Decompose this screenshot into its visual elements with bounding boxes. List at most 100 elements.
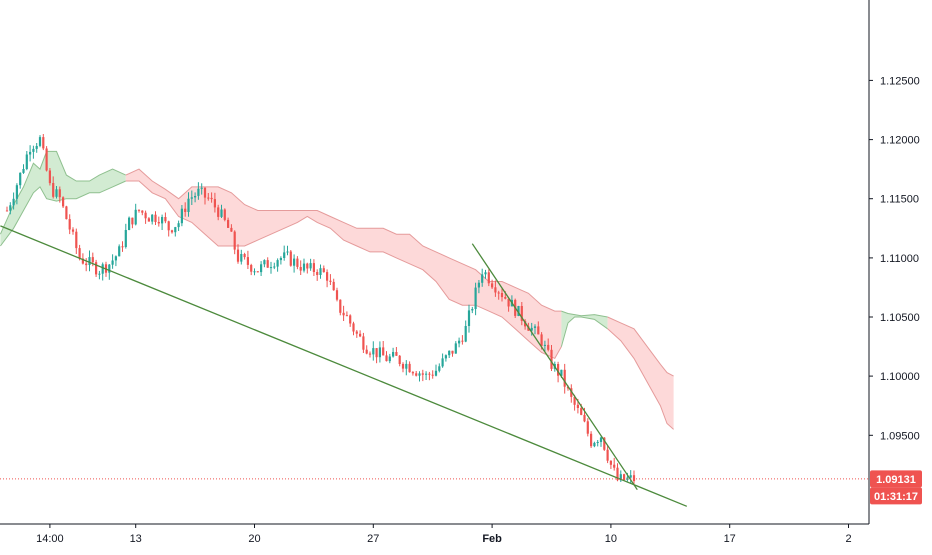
candle-down	[398, 355, 401, 364]
candle-up	[629, 475, 632, 478]
y-tick-label: 1.12500	[880, 75, 920, 87]
candle-up	[293, 258, 296, 266]
candle-down	[342, 312, 345, 316]
cloud-span-b-line	[607, 328, 674, 430]
x-tick-label: 20	[248, 533, 260, 545]
candle-up	[309, 263, 312, 269]
candle-down	[164, 217, 167, 222]
candle-up	[22, 169, 25, 173]
trendlines[interactable]	[0, 225, 688, 507]
candle-down	[609, 460, 612, 465]
candle-down	[461, 340, 464, 342]
candle-up	[283, 252, 286, 258]
x-tick-label: 13	[130, 533, 142, 545]
candle-down	[243, 254, 246, 258]
candle-down	[157, 222, 160, 224]
candle-down	[332, 281, 335, 291]
candle-up	[372, 348, 375, 355]
trendline-upper[interactable]	[471, 243, 638, 491]
candle-down	[616, 467, 619, 481]
candle-up	[174, 227, 177, 233]
candle-up	[269, 267, 273, 269]
y-tick-label: 1.10500	[880, 312, 920, 324]
price-tag-value: 1.09131	[876, 474, 916, 486]
cloud-bear-segment	[125, 169, 562, 359]
candle-up	[12, 198, 15, 206]
candle-down	[78, 248, 81, 259]
candle-down	[352, 323, 355, 332]
candle-down	[401, 364, 405, 369]
candle-down	[75, 231, 78, 249]
candle-up	[111, 260, 114, 265]
candle-down	[537, 326, 540, 335]
candle-down	[590, 433, 593, 447]
candle-down	[547, 344, 550, 350]
candle-up	[25, 154, 28, 169]
candle-down	[355, 331, 358, 334]
candle-up	[108, 264, 111, 273]
candle-down	[385, 355, 388, 362]
candle-up	[197, 188, 200, 196]
candle-down	[296, 258, 299, 267]
candle-down	[583, 414, 586, 422]
candle-up	[273, 266, 276, 268]
candle-down	[382, 347, 385, 356]
candle-up	[29, 151, 32, 155]
candle-down	[85, 263, 88, 266]
candle-down	[563, 369, 566, 387]
candle-down	[586, 421, 589, 434]
candle-up	[471, 309, 474, 311]
y-tick-label: 1.11500	[880, 194, 919, 206]
candle-down	[550, 349, 553, 369]
y-axis-ticks: 1.12500 1.12000 1.11500 1.11000 1.10500 1.100…	[869, 75, 920, 442]
cloud-span-b-line	[0, 180, 127, 247]
candle-up	[392, 352, 395, 357]
candle-down	[421, 373, 424, 375]
candle-down	[494, 287, 497, 293]
candle-up	[533, 326, 537, 328]
candle-down	[217, 207, 220, 217]
candle-up	[302, 263, 306, 271]
trendline-lower[interactable]	[0, 225, 688, 507]
candle-down	[359, 333, 362, 337]
candle-down	[329, 280, 332, 282]
candle-up	[464, 326, 467, 342]
candle-down	[131, 217, 134, 225]
candle-down	[524, 320, 527, 327]
candle-down	[256, 271, 259, 273]
candle-up	[484, 272, 487, 275]
candle-down	[266, 260, 269, 268]
candle-down	[557, 364, 560, 376]
candle-up	[187, 198, 190, 212]
candle-down	[606, 449, 609, 461]
candle-down	[415, 373, 418, 376]
candle-down	[570, 388, 573, 397]
candle-up	[599, 437, 603, 442]
candle-down	[527, 326, 530, 331]
candle-up	[128, 217, 131, 230]
candlesticks	[5, 134, 636, 486]
candle-down	[335, 290, 339, 300]
candle-up	[458, 340, 461, 344]
candle-up	[151, 214, 154, 222]
candle-down	[491, 283, 494, 288]
y-tick-label: 1.12000	[880, 135, 920, 147]
candle-down	[68, 219, 71, 230]
candle-up	[388, 356, 391, 362]
candle-up	[425, 373, 428, 375]
candle-up	[543, 344, 546, 346]
x-axis-ticks: 14:00 13 20 27 Feb 10 17 2	[36, 524, 852, 545]
candle-down	[236, 249, 240, 262]
candle-down	[365, 349, 368, 354]
candle-down	[210, 197, 213, 200]
x-tick-label: 17	[724, 533, 736, 545]
candle-down	[322, 268, 325, 273]
candle-down	[48, 170, 51, 184]
y-tick-label: 1.11000	[880, 253, 919, 265]
candle-down	[250, 265, 253, 272]
candle-down	[497, 292, 500, 294]
candle-up	[161, 217, 164, 224]
candle-down	[213, 199, 216, 208]
